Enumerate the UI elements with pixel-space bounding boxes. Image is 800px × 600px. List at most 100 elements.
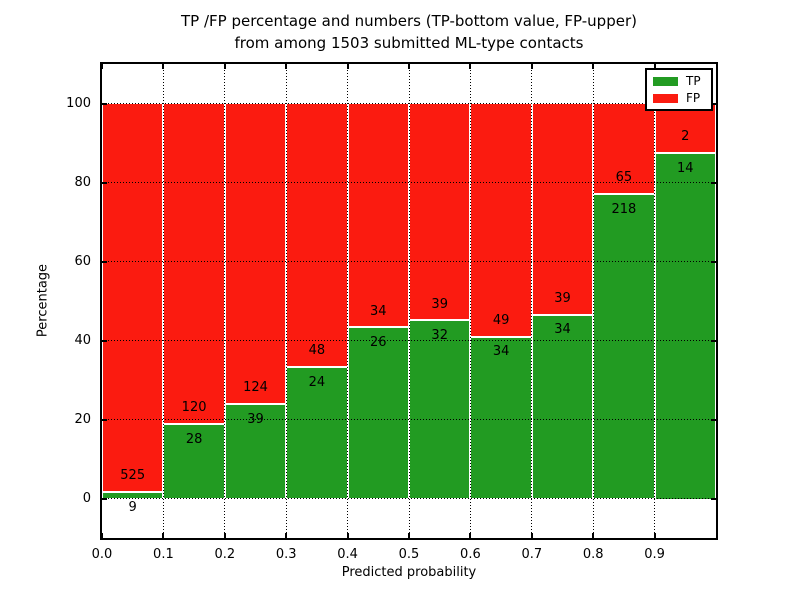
gridline-x xyxy=(285,64,287,538)
y-tick-mark xyxy=(711,260,716,263)
x-tick-mark xyxy=(530,533,533,538)
fp-bar-segment xyxy=(593,103,655,195)
y-tick-mark xyxy=(711,497,716,500)
tp-bar-segment xyxy=(593,194,655,499)
tp-count-label: 218 xyxy=(611,202,637,218)
plot-area: TP FP 525 9 120 28 124 39 48 24 34 26 39 32 49 34 39 34… xyxy=(100,62,718,540)
chart-title-line2: from among 1503 submitted ML-type contac… xyxy=(234,34,584,52)
y-axis-label: Percentage xyxy=(35,263,51,338)
x-tick-mark xyxy=(285,533,288,538)
chart-title-line1: TP /FP percentage and numbers (TP-bottom… xyxy=(181,12,637,30)
x-tick-label: 0.3 xyxy=(275,547,297,562)
fp-bar-segment xyxy=(286,103,348,367)
y-tick-mark xyxy=(102,102,107,105)
x-tick-label: 0.8 xyxy=(582,547,604,562)
x-tick-mark xyxy=(469,533,472,538)
fp-count-label: 120 xyxy=(181,399,207,415)
y-tick-label: 0 xyxy=(82,490,91,506)
y-tick-label: 60 xyxy=(74,253,91,269)
y-tick-mark xyxy=(711,181,716,184)
fp-count-label: 48 xyxy=(308,343,326,359)
fp-bar-segment xyxy=(409,103,471,321)
tp-bar-segment xyxy=(470,336,532,499)
tp-legend-label: TP xyxy=(686,73,701,88)
gridline-y xyxy=(102,419,716,420)
fp-bar-segment xyxy=(654,103,716,153)
tp-bar-segment xyxy=(163,423,225,499)
tp-count-label: 14 xyxy=(677,160,694,176)
y-tick-mark xyxy=(102,339,107,342)
gridline-x xyxy=(654,64,656,538)
fp-count-label: 49 xyxy=(492,312,510,328)
fp-bar-segment xyxy=(224,103,287,404)
fp-legend-label: FP xyxy=(686,90,701,105)
x-tick-label: 0.7 xyxy=(521,547,543,562)
tp-count-label: 28 xyxy=(185,431,203,447)
tp-bar-segment xyxy=(531,314,594,499)
gridline-x xyxy=(224,64,226,538)
x-tick-label: 0.0 xyxy=(91,547,113,562)
legend-row-fp: FP xyxy=(653,90,705,105)
gridline-x xyxy=(469,64,471,538)
x-tick-mark xyxy=(162,533,165,538)
gridline-y xyxy=(102,340,716,341)
fp-count-label: 525 xyxy=(120,468,146,484)
y-tick-label: 100 xyxy=(66,95,91,111)
fp-count-label: 39 xyxy=(431,296,448,312)
x-tick-mark xyxy=(592,64,595,69)
y-tick-mark xyxy=(102,181,107,184)
fp-count-label: 2 xyxy=(681,129,690,145)
x-tick-mark xyxy=(223,533,226,538)
fp-count-label: 39 xyxy=(554,290,571,306)
x-tick-label: 0.9 xyxy=(644,547,665,562)
x-tick-mark xyxy=(653,533,656,538)
y-tick-mark xyxy=(102,260,107,263)
x-tick-mark xyxy=(469,64,472,69)
tp-count-label: 34 xyxy=(492,344,510,360)
x-tick-mark xyxy=(285,64,288,69)
y-tick-label: 40 xyxy=(74,332,91,348)
x-tick-mark xyxy=(101,533,103,538)
x-tick-label: 0.6 xyxy=(460,547,481,562)
fp-bar-segment xyxy=(347,103,409,328)
legend-row-tp: TP xyxy=(653,73,705,88)
tp-bar-segment xyxy=(347,327,409,499)
gridline-y xyxy=(102,498,716,499)
tp-count-label: 9 xyxy=(128,499,137,515)
x-tick-mark xyxy=(346,533,349,538)
fp-count-label: 124 xyxy=(243,380,268,396)
x-tick-mark xyxy=(408,64,410,69)
fp-count-label: 65 xyxy=(615,170,633,186)
y-tick-label: 20 xyxy=(74,411,91,427)
x-tick-label: 0.5 xyxy=(398,547,420,562)
tp-count-label: 32 xyxy=(431,328,448,344)
y-tick-mark xyxy=(102,497,107,500)
fp-legend-swatch xyxy=(653,93,678,103)
tp-count-label: 26 xyxy=(370,335,387,351)
fp-bar-segment xyxy=(470,103,532,337)
fp-bar-segment xyxy=(163,103,225,424)
gridline-x xyxy=(592,64,594,538)
gridline-x xyxy=(531,64,533,538)
tp-count-label: 39 xyxy=(247,411,264,427)
x-tick-mark xyxy=(408,533,410,538)
gridline-y xyxy=(102,182,716,183)
x-tick-label: 0.2 xyxy=(214,547,236,562)
gridline-y xyxy=(102,103,716,104)
y-tick-mark xyxy=(102,418,107,421)
x-tick-mark xyxy=(101,64,103,69)
tp-bar-segment xyxy=(654,152,716,499)
gridline-x xyxy=(408,64,410,538)
fp-count-label: 34 xyxy=(370,303,387,319)
fp-bar-segment xyxy=(102,103,164,492)
x-tick-mark xyxy=(346,64,349,69)
gridline-y xyxy=(102,261,716,262)
tp-count-label: 24 xyxy=(308,374,326,390)
y-tick-mark xyxy=(711,102,716,105)
x-tick-mark xyxy=(530,64,533,69)
x-tick-label: 0.4 xyxy=(337,547,358,562)
y-tick-mark xyxy=(711,339,716,342)
tp-bar-segment xyxy=(409,320,471,499)
y-tick-mark xyxy=(711,418,716,421)
